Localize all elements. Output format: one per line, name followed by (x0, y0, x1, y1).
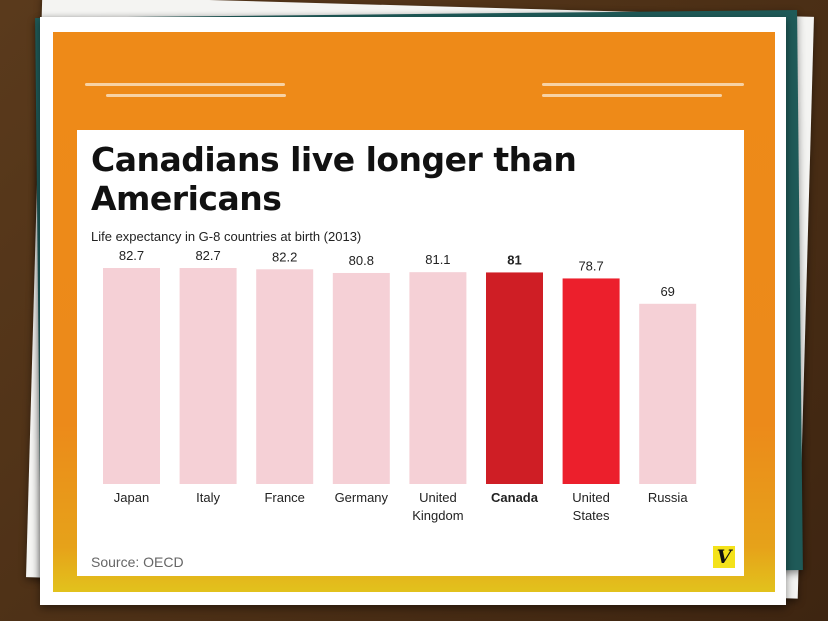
value-label: 69 (660, 284, 674, 299)
bar-united-kingdom (409, 272, 467, 484)
value-label: 81 (507, 252, 521, 267)
category-label: Japan (114, 490, 149, 505)
decor-line (542, 83, 744, 86)
category-label: United Kingdom (412, 490, 463, 523)
category-label: Italy (196, 490, 220, 505)
category-label: France (264, 490, 304, 505)
bar-chart: 82.7 Japan 82.7 Italy 82.2 France 80.8 Germany 8… (103, 248, 697, 523)
value-label: 82.7 (119, 248, 144, 263)
decor-line (106, 94, 286, 97)
bar-united-states (562, 278, 620, 484)
decor-line (85, 83, 285, 86)
bar-russia (639, 303, 697, 484)
vox-logo: V (713, 546, 735, 568)
bar-germany (332, 272, 390, 484)
value-label: 82.7 (195, 248, 220, 263)
bar-japan (103, 268, 160, 484)
bar-canada (486, 272, 543, 484)
bar-italy (179, 268, 237, 484)
decor-line (542, 94, 722, 97)
category-label: United States (572, 490, 610, 523)
chart-title: Canadians live longer than Americans (91, 140, 577, 218)
source-note: Source: OECD (91, 554, 184, 570)
bar-france (256, 269, 314, 484)
value-label: 81.1 (425, 252, 450, 267)
category-label: Russia (648, 490, 689, 505)
chart-card: Canadians live longer than Americans Lif… (77, 130, 744, 576)
category-label: Canada (491, 490, 539, 505)
category-label: Germany (335, 490, 389, 505)
chart-subtitle: Life expectancy in G-8 countries at birt… (91, 229, 362, 244)
value-label: 80.8 (349, 253, 374, 268)
value-label: 82.2 (272, 249, 297, 264)
value-label: 78.7 (578, 258, 603, 273)
